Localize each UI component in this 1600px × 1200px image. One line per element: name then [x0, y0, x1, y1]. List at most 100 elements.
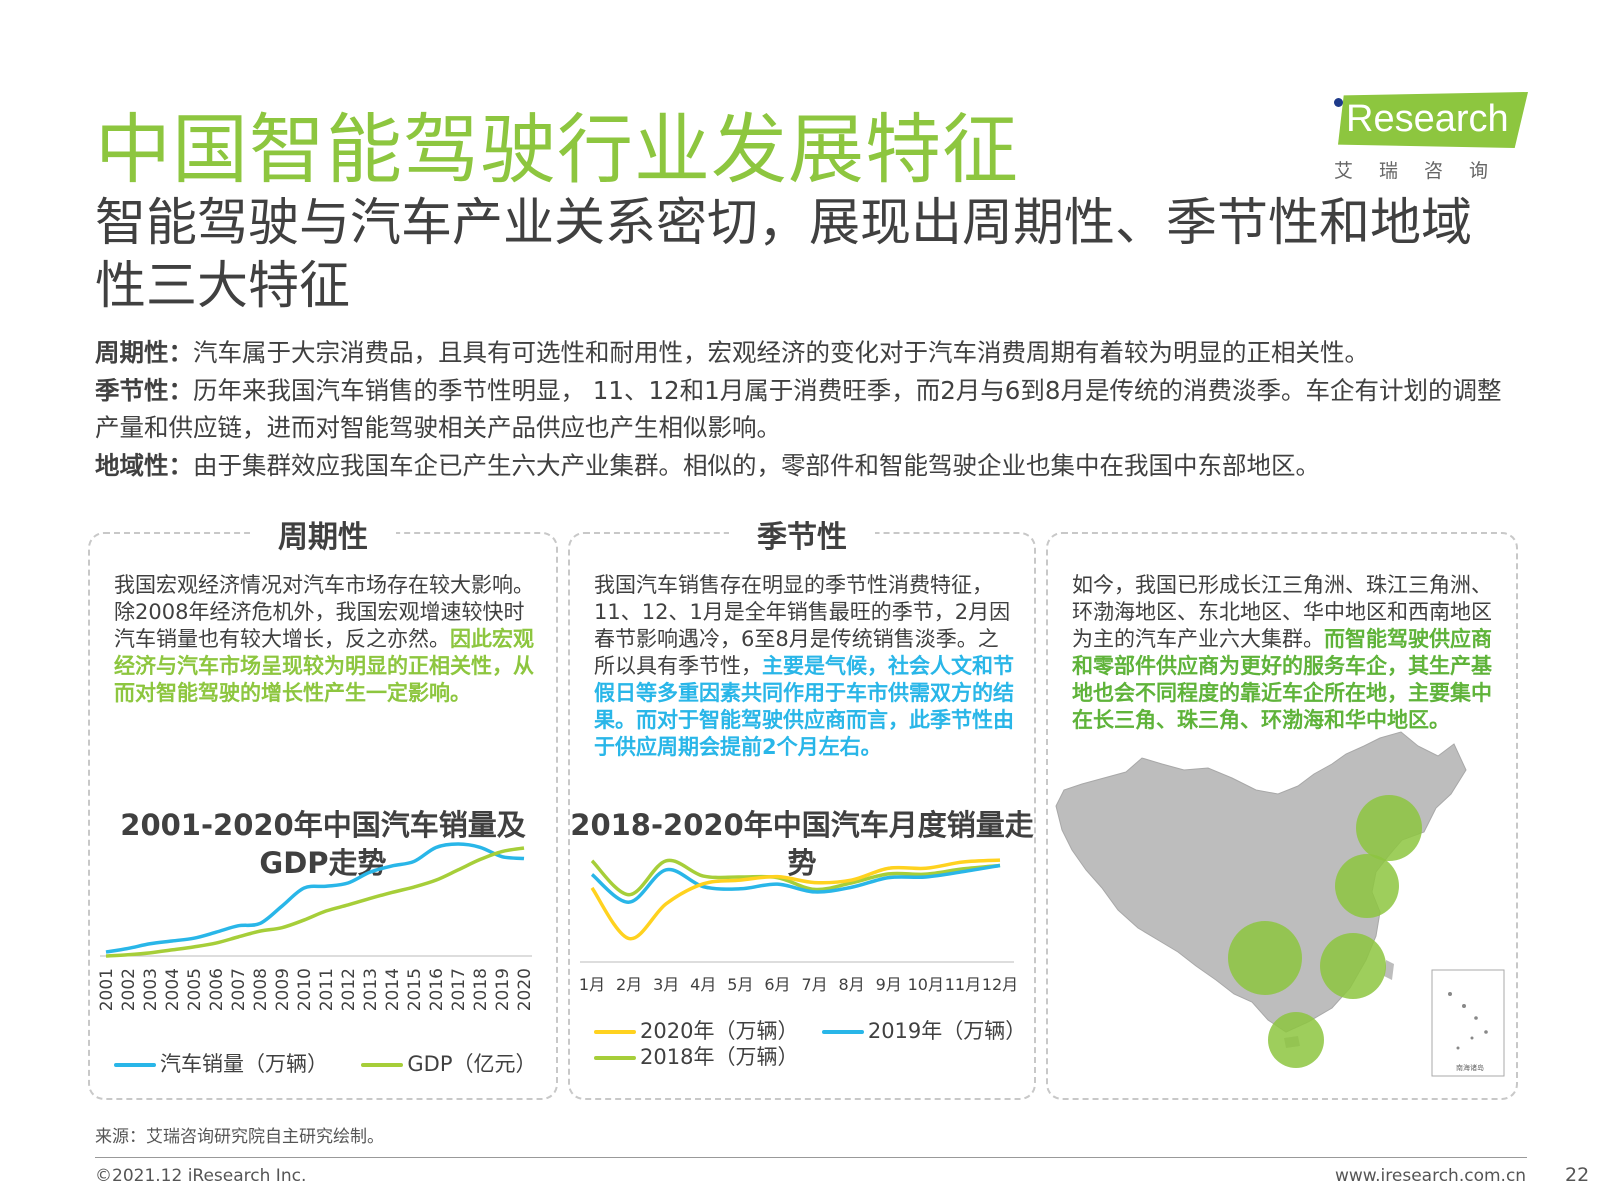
- x-tick-label: 10月: [908, 975, 944, 994]
- panel-text-normal: 如今，我国已形成长江三角洲、珠江三角洲、环渤海地区、东北地区、华中地区和西南地区…: [1072, 573, 1492, 651]
- cluster-central: [1228, 921, 1302, 995]
- x-tick-label: 2018: [471, 968, 491, 1011]
- x-tick-label: 2020: [515, 968, 535, 1011]
- legend-swatch: [594, 1030, 636, 1034]
- intro-text: 由于集群效应我国车企已产生六大产业集群。相似的，零部件和智能驾驶企业也集中在我国…: [193, 450, 1320, 480]
- intro-label: 地域性：: [95, 450, 193, 480]
- page-number: 22: [1565, 1164, 1590, 1186]
- website-link[interactable]: www.iresearch.com.cn: [1335, 1166, 1527, 1186]
- cluster-yangtze: [1320, 933, 1386, 999]
- panel-text: 我国宏观经济情况对汽车市场存在较大影响。除2008年经济危机外，我国宏观增速较快…: [114, 572, 538, 707]
- page-subtitle: 智能驾驶与汽车产业关系密切，展现出周期性、季节性和地域性三大特征: [95, 194, 1473, 316]
- monthly-sales-chart: 1月 2月 3月 4月 5月 6月 7月 8月 9月 10月 11月 12月: [579, 858, 1018, 994]
- chart-legend: 2020年（万辆） 2019年（万辆） 2018年（万辆）: [594, 1018, 1026, 1070]
- x-tick-label: 2005: [185, 968, 205, 1011]
- x-tick-label: 2017: [449, 968, 469, 1011]
- x-tick-label: 2007: [229, 968, 249, 1011]
- legend-label: 汽车销量（万辆）: [160, 1052, 328, 1076]
- source-note: 来源：艾瑞咨询研究院自主研究绘制。: [95, 1127, 384, 1147]
- footer-divider: [95, 1157, 1527, 1158]
- legend-swatch: [361, 1063, 404, 1067]
- cluster-pearl: [1268, 1012, 1324, 1068]
- series-line-1: [105, 842, 525, 954]
- chart-legend: 汽车销量（万辆） GDP（亿元）: [114, 1048, 536, 1078]
- china-cluster-map: 南海诸岛: [1055, 731, 1505, 1077]
- panel-title: 周期性: [250, 512, 396, 556]
- intro-label: 周期性：: [95, 338, 193, 367]
- intro-text: 汽车属于大宗消费品，且具有可选性和耐用性，宏观经济的变化对于汽车消费周期有着较为…: [193, 338, 1369, 367]
- panel-text-highlight: 因此宏观经济与汽车市场呈现较为明显的正相关性，从而对智能驾驶的增长性产生一定影响…: [114, 627, 534, 705]
- island-dot: [1456, 1046, 1460, 1050]
- page-title: 中国智能驾驶行业发展特征: [95, 105, 1019, 194]
- legend-row: 2020年（万辆） 2019年（万辆）: [594, 1018, 1026, 1044]
- x-tick-label: 9月: [876, 975, 902, 994]
- intro-label: 季节性：: [95, 375, 193, 405]
- legend-label: 2020年（万辆）: [640, 1019, 799, 1043]
- x-tick-label: 7月: [801, 975, 827, 994]
- x-tick-label: 2006: [207, 968, 227, 1011]
- x-tick-label: 6月: [764, 975, 790, 994]
- island-dot: [1462, 1004, 1466, 1008]
- x-tick-label: 2月: [616, 975, 642, 994]
- intro-item-cyclical: 周期性：汽车属于大宗消费品，且具有可选性和耐用性，宏观经济的变化对于汽车消费周期…: [95, 334, 1525, 372]
- series-line-2: [590, 863, 1001, 904]
- panel-text-normal: 我国宏观经济情况对汽车市场存在较大影响。除2008年经济危机外，我国宏观增速较快…: [114, 573, 534, 651]
- panel-regional: 如今，我国已形成长江三角洲、珠江三角洲、环渤海地区、东北地区、华中地区和西南地区…: [1046, 532, 1518, 1100]
- x-tick-label: 2016: [427, 968, 447, 1011]
- series-line-2: [105, 846, 525, 958]
- x-tick-label: 3月: [653, 975, 679, 994]
- logo-cn: 艾瑞咨询: [1334, 160, 1515, 182]
- logo-text: Research: [1346, 98, 1509, 140]
- x-tick-label: 4月: [690, 975, 716, 994]
- series-line-1: [590, 858, 1001, 941]
- legend-swatch: [821, 1030, 864, 1034]
- x-tick-label: 2001: [97, 968, 117, 1011]
- x-tick-label: 2013: [361, 968, 381, 1011]
- logo-badge: [1338, 92, 1528, 148]
- panel-cyclical: 周期性 我国宏观经济情况对汽车市场存在较大影响。除2008年经济危机外，我国宏观…: [88, 512, 558, 1100]
- inset-label: 南海诸岛: [1456, 1063, 1484, 1072]
- annual-sales-gdp-chart: 2001 2002 2003 2004 2005 2006 2007 2008 2009 2010…: [97, 842, 535, 1011]
- x-tick-label: 1月: [579, 975, 605, 994]
- intro-item-seasonal: 季节性：历年来我国汽车销售的季节性明显， 11、12和1月属于消费旺季，而2月与…: [95, 372, 1525, 447]
- panel-text: 如今，我国已形成长江三角洲、珠江三角洲、环渤海地区、东北地区、华中地区和西南地区…: [1072, 572, 1498, 734]
- copyright: ©2021.12 iResearch Inc.: [95, 1166, 307, 1186]
- panel-text: 我国汽车销售存在明显的季节性消费特征，11、12、1月是全年销售最旺的季节，2月…: [594, 572, 1016, 761]
- x-tick-label: 2004: [163, 968, 183, 1011]
- series-line-3: [590, 858, 1001, 897]
- x-tick-label: 2011: [317, 968, 337, 1011]
- x-tick-label: 5月: [727, 975, 753, 994]
- iresearch-logo: Research 艾瑞咨询: [1328, 84, 1528, 184]
- legend-label: 2019年（万辆）: [867, 1019, 1027, 1043]
- x-tick-label: 2012: [339, 968, 359, 1011]
- legend-swatch: [114, 1063, 156, 1067]
- island-dot: [1474, 1016, 1478, 1020]
- x-tick-label: 12月: [982, 975, 1018, 994]
- intro-text: 历年来我国汽车销售的季节性明显， 11、12和1月属于消费旺季，而2月与6到8月…: [95, 375, 1502, 443]
- cluster-northeast: [1356, 795, 1422, 861]
- x-tick-label: 2009: [273, 968, 293, 1011]
- panel-text-normal: 我国汽车销售存在明显的季节性消费特征，11、12、1月是全年销售最旺的季节，2月…: [594, 573, 1011, 678]
- legend-swatch: [594, 1056, 636, 1060]
- x-tick-label: 2010: [295, 968, 315, 1011]
- panel-text-highlight: 而智能驾驶供应商和零部件供应商为更好的服务车企，其生产基地也会不同程度的靠近车企…: [1072, 627, 1492, 732]
- island-dot: [1470, 1036, 1474, 1040]
- x-tick-label: 11月: [945, 975, 981, 994]
- island-dot: [1484, 1030, 1488, 1034]
- panel-title: 季节性: [729, 512, 875, 556]
- legend-row: 2018年（万辆）: [594, 1044, 1026, 1070]
- south-china-sea-inset: [1431, 969, 1505, 1077]
- x-tick-label: 2014: [383, 968, 403, 1011]
- logo-dot-icon: [1334, 98, 1343, 107]
- panel-text-highlight: 主要是气候，社会人文和节假日等多重因素共同作用于车市供需双方的结果。而对于智能驾…: [594, 654, 1014, 759]
- cluster-bohai: [1335, 854, 1399, 918]
- chart-title: 2001-2020年中国汽车销量及GDP走势: [120, 808, 526, 880]
- x-tick-label: 2002: [119, 968, 139, 1011]
- legend-label: 2018年（万辆）: [640, 1045, 799, 1069]
- x-tick-label: 2019: [493, 968, 513, 1011]
- inset-islands: [1448, 992, 1488, 1050]
- island-dot: [1448, 992, 1452, 996]
- intro-item-regional: 地域性：由于集群效应我国车企已产生六大产业集群。相似的，零部件和智能驾驶企业也集…: [95, 447, 1525, 485]
- x-tick-label: 8月: [839, 975, 865, 994]
- legend-label: GDP（亿元）: [407, 1052, 537, 1076]
